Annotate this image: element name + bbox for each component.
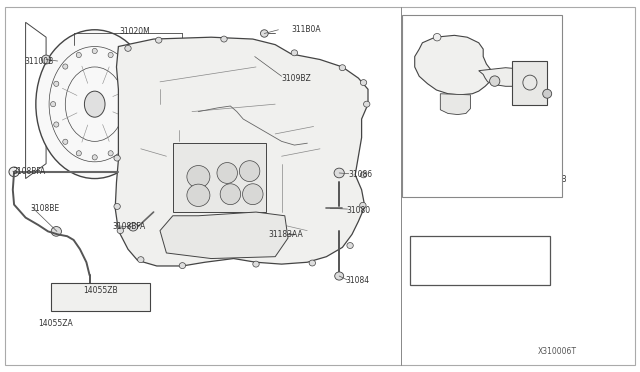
Ellipse shape	[125, 45, 131, 51]
Text: 14055ZA: 14055ZA	[38, 319, 73, 328]
Ellipse shape	[63, 64, 68, 69]
Ellipse shape	[291, 50, 298, 56]
Ellipse shape	[36, 30, 154, 179]
Ellipse shape	[122, 64, 127, 69]
Ellipse shape	[309, 260, 316, 266]
Ellipse shape	[360, 80, 367, 86]
Bar	[51, 283, 150, 311]
Text: 3108BE: 3108BE	[31, 204, 60, 213]
Ellipse shape	[243, 184, 263, 205]
Text: *ATTENTION:: *ATTENTION:	[414, 244, 467, 250]
Bar	[173, 143, 266, 212]
Text: 3109BZ: 3109BZ	[282, 74, 311, 83]
Ellipse shape	[260, 30, 268, 37]
Text: 31086: 31086	[349, 170, 373, 179]
Text: 311B5A: 311B5A	[413, 120, 442, 129]
Ellipse shape	[92, 48, 97, 54]
Ellipse shape	[122, 139, 127, 144]
Ellipse shape	[335, 272, 344, 280]
Ellipse shape	[334, 168, 344, 178]
Ellipse shape	[63, 139, 68, 144]
Text: 311B0A: 311B0A	[291, 25, 321, 34]
Ellipse shape	[156, 37, 162, 43]
Ellipse shape	[54, 81, 59, 86]
Ellipse shape	[252, 56, 258, 63]
Text: 31039: 31039	[448, 186, 472, 195]
Ellipse shape	[129, 223, 138, 231]
Ellipse shape	[131, 81, 136, 86]
Text: 31084: 31084	[346, 276, 370, 285]
Ellipse shape	[221, 36, 227, 42]
Text: PROGRAMMED DATA.: PROGRAMMED DATA.	[414, 273, 490, 279]
Bar	[402, 15, 562, 197]
Text: THIS EUC (P/C 310F6) MUST BE: THIS EUC (P/C 310F6) MUST BE	[414, 259, 527, 265]
Ellipse shape	[217, 163, 237, 183]
Text: 31020M: 31020M	[119, 27, 150, 36]
Ellipse shape	[360, 202, 366, 208]
Ellipse shape	[433, 33, 441, 41]
Ellipse shape	[187, 166, 210, 188]
Ellipse shape	[347, 243, 353, 248]
Text: 3108BFA: 3108BFA	[13, 167, 46, 176]
Ellipse shape	[134, 102, 139, 107]
Ellipse shape	[490, 76, 500, 86]
Polygon shape	[440, 94, 470, 115]
Text: 3108BFA: 3108BFA	[112, 222, 145, 231]
Ellipse shape	[54, 122, 59, 127]
Ellipse shape	[92, 155, 97, 160]
Ellipse shape	[179, 263, 186, 269]
Text: 31080: 31080	[347, 206, 371, 215]
Ellipse shape	[117, 228, 124, 234]
Ellipse shape	[114, 155, 120, 161]
Ellipse shape	[220, 184, 241, 205]
Text: 14055ZB: 14055ZB	[83, 286, 118, 295]
Text: 31043M: 31043M	[445, 35, 476, 44]
Ellipse shape	[51, 227, 61, 236]
Polygon shape	[479, 68, 528, 86]
Text: X310006T: X310006T	[538, 347, 577, 356]
Ellipse shape	[274, 228, 283, 237]
Ellipse shape	[114, 203, 120, 209]
Ellipse shape	[108, 52, 113, 58]
Ellipse shape	[76, 151, 81, 156]
Ellipse shape	[543, 89, 552, 98]
Ellipse shape	[138, 257, 144, 263]
Ellipse shape	[51, 102, 56, 107]
Ellipse shape	[84, 91, 105, 117]
Text: 31100B: 31100B	[24, 57, 54, 66]
Ellipse shape	[42, 55, 51, 64]
Bar	[512, 61, 547, 105]
Text: *31039: *31039	[512, 79, 540, 88]
Ellipse shape	[187, 184, 210, 206]
Ellipse shape	[339, 65, 346, 71]
Polygon shape	[160, 212, 288, 259]
Ellipse shape	[253, 261, 259, 267]
Ellipse shape	[9, 167, 19, 177]
Text: 31183AA: 31183AA	[269, 230, 303, 239]
Ellipse shape	[364, 101, 370, 107]
Ellipse shape	[108, 151, 113, 156]
Text: 311B5B: 311B5B	[538, 175, 567, 184]
Ellipse shape	[76, 52, 81, 58]
Polygon shape	[415, 35, 492, 95]
Polygon shape	[115, 37, 368, 266]
Ellipse shape	[131, 122, 136, 127]
Text: *310F6: *310F6	[512, 67, 540, 76]
Ellipse shape	[360, 172, 367, 178]
Bar	[410, 236, 550, 285]
Ellipse shape	[239, 161, 260, 182]
